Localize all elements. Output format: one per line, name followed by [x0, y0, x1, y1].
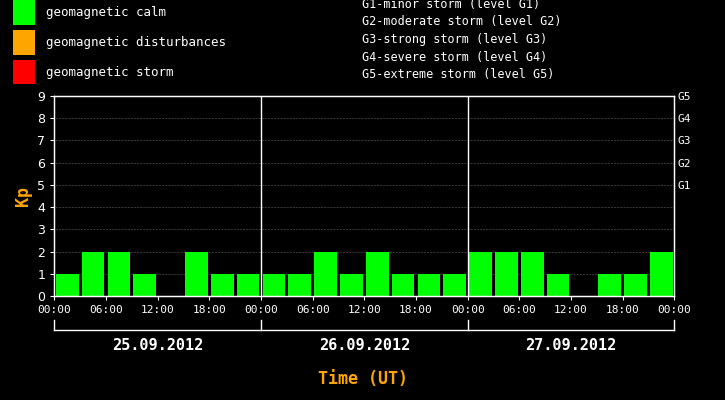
Text: 27.09.2012: 27.09.2012: [526, 338, 616, 353]
Bar: [650, 252, 673, 296]
Text: geomagnetic disturbances: geomagnetic disturbances: [46, 36, 225, 49]
Text: G1-minor storm (level G1): G1-minor storm (level G1): [362, 0, 541, 11]
Bar: [624, 274, 647, 296]
Bar: [340, 274, 362, 296]
Text: G3-strong storm (level G3): G3-strong storm (level G3): [362, 33, 548, 46]
Text: Time (UT): Time (UT): [318, 370, 407, 388]
Bar: [366, 252, 389, 296]
Bar: [314, 252, 337, 296]
Bar: [13, 0, 35, 25]
Bar: [56, 274, 78, 296]
Bar: [469, 252, 492, 296]
Bar: [495, 252, 518, 296]
Text: geomagnetic calm: geomagnetic calm: [46, 6, 166, 19]
Text: geomagnetic storm: geomagnetic storm: [46, 66, 173, 79]
Bar: [598, 274, 621, 296]
Bar: [521, 252, 544, 296]
Bar: [185, 252, 208, 296]
Bar: [289, 274, 311, 296]
Bar: [107, 252, 130, 296]
Text: 26.09.2012: 26.09.2012: [319, 338, 410, 353]
Bar: [262, 274, 285, 296]
Bar: [418, 274, 440, 296]
Text: 25.09.2012: 25.09.2012: [112, 338, 203, 353]
Bar: [237, 274, 260, 296]
Bar: [82, 252, 104, 296]
Bar: [133, 274, 156, 296]
Text: G2-moderate storm (level G2): G2-moderate storm (level G2): [362, 16, 562, 28]
Bar: [211, 274, 233, 296]
Bar: [13, 60, 35, 84]
Text: G4-severe storm (level G4): G4-severe storm (level G4): [362, 51, 548, 64]
Y-axis label: Kp: Kp: [14, 186, 32, 206]
Bar: [547, 274, 569, 296]
Bar: [13, 30, 35, 54]
Bar: [444, 274, 466, 296]
Bar: [392, 274, 415, 296]
Text: G5-extreme storm (level G5): G5-extreme storm (level G5): [362, 68, 555, 81]
